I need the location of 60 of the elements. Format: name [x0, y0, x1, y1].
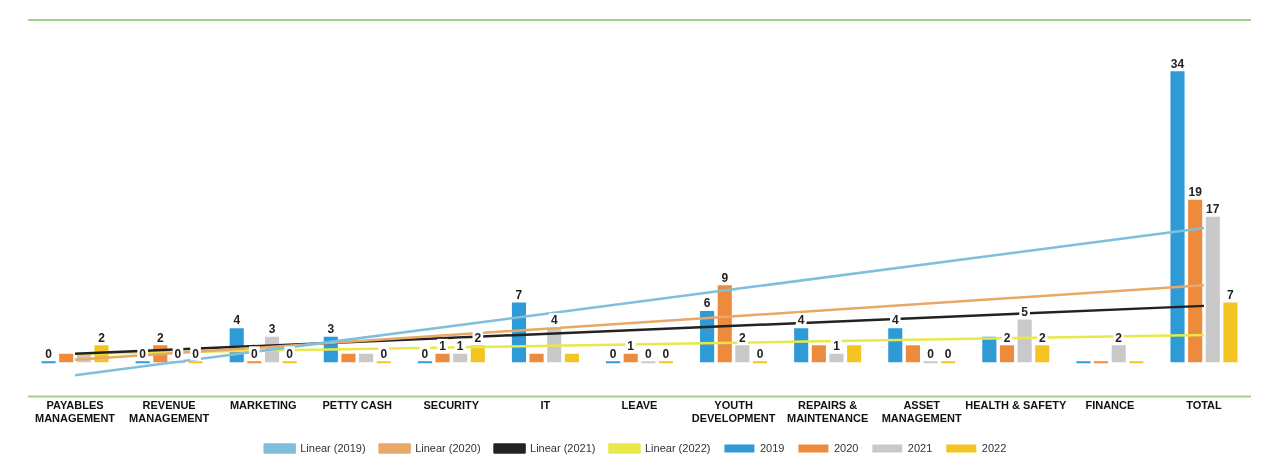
x-tick-label: IT [540, 399, 551, 412]
legend-label: Linear (2020) [415, 441, 481, 454]
legend-label: Linear (2021) [530, 441, 596, 454]
legend-label: 2019 [759, 441, 785, 454]
x-tick-label: REPAIRS & MAINTENANCE [787, 399, 869, 425]
x-tick-label: LEAVE [621, 399, 658, 412]
data-label: 2 [98, 330, 106, 345]
data-label: 0 [644, 346, 652, 361]
data-label: 2 [1115, 330, 1123, 345]
x-tick-label: MARKETING [229, 399, 297, 412]
data-label: 0 [286, 346, 294, 361]
data-label: 2 [474, 330, 482, 345]
data-label: 0 [251, 346, 259, 361]
data-label: 0 [174, 346, 182, 361]
x-tick-label: SECURITY [423, 399, 480, 412]
data-label: 0 [192, 346, 200, 361]
data-label: 2 [1003, 330, 1011, 345]
x-tick-label: TOTAL [1186, 399, 1223, 412]
data-label: 0 [756, 346, 764, 361]
legend-label: 2020 [833, 441, 859, 454]
x-tick-label: FINANCE [1085, 399, 1135, 412]
data-label: 4 [233, 313, 241, 328]
x-tick-label: ASSET MANAGEMENT [881, 399, 963, 425]
legend-label: 2022 [981, 441, 1007, 454]
data-label: 3 [268, 322, 276, 336]
data-label: 2 [156, 330, 164, 345]
data-label: 0 [380, 346, 388, 361]
data-label: 0 [927, 346, 935, 361]
data-label: 7 [515, 287, 523, 302]
data-label: 4 [891, 313, 899, 328]
x-tick-label: HEALTH & SAFETY [965, 399, 1068, 412]
legend-label: Linear (2022) [644, 441, 711, 454]
data-label: 9 [721, 270, 729, 285]
data-label: 4 [797, 313, 805, 328]
data-label: 0 [139, 346, 147, 361]
data-label: 4 [550, 313, 558, 328]
data-label: 1 [439, 339, 447, 354]
x-tick-label: PETTY CASH [322, 399, 393, 412]
data-label: 1 [456, 339, 464, 354]
data-label: 2 [739, 330, 747, 345]
data-label: 2 [1038, 330, 1046, 345]
data-label: 6 [703, 296, 711, 311]
data-label: 7 [1227, 287, 1235, 302]
data-label: 0 [662, 346, 670, 361]
data-label: 0 [45, 346, 53, 361]
legend-label: Linear (2019) [300, 441, 366, 454]
x-tick-label: PAYABLES MANAGEMENT [35, 399, 116, 425]
data-label: 3 [327, 322, 335, 336]
data-label: 1 [627, 339, 635, 354]
data-label: 0 [944, 346, 952, 361]
x-tick-label: YOUTH DEVELOPMENT [691, 399, 776, 425]
data-label: 19 [1188, 185, 1203, 200]
data-label: 5 [1021, 304, 1029, 319]
data-label: 1 [833, 339, 841, 354]
data-label: 0 [609, 346, 617, 361]
data-label: 34 [1170, 56, 1185, 71]
data-label: 17 [1206, 202, 1220, 217]
legend-label: 2021 [907, 441, 933, 454]
x-tick-label: REVENUE MANAGEMENT [129, 399, 210, 425]
data-label: 0 [421, 346, 429, 361]
